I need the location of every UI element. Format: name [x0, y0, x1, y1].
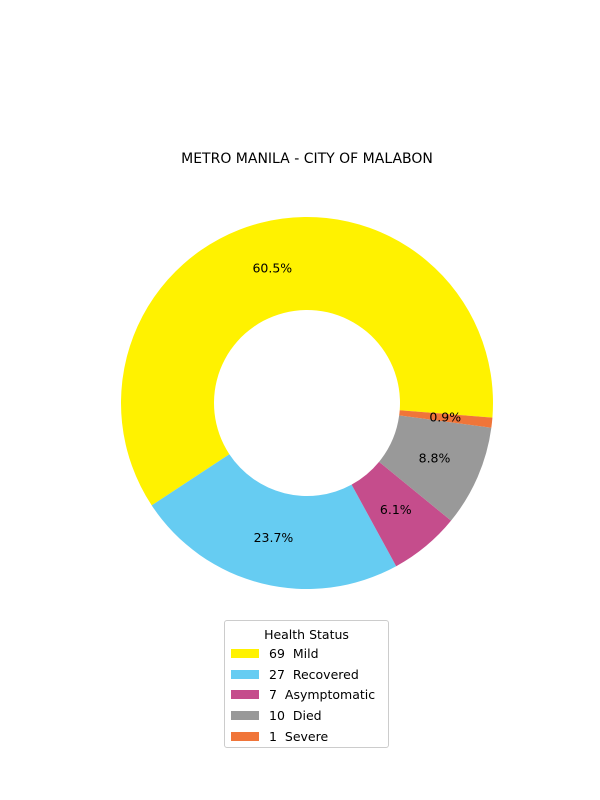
legend-swatch	[231, 711, 259, 721]
percent-labels: 60.5% 23.7% 6.1% 8.8% 0.9%	[252, 260, 461, 544]
legend-label: 69 Mild	[269, 645, 319, 661]
slice-died	[379, 415, 492, 521]
legend-title: Health Status	[264, 627, 349, 642]
legend-item-recovered: 27 Recovered	[225, 664, 388, 685]
legend-item-asymptomatic: 7 Asymptomatic	[225, 685, 388, 706]
legend-swatch	[231, 690, 259, 700]
percent-label-died: 8.8%	[419, 450, 451, 465]
legend-label: 27 Recovered	[269, 666, 359, 682]
legend-label: 10 Died	[269, 708, 322, 724]
donut-slices	[120, 217, 494, 590]
legend-item-mild: 69 Mild	[225, 643, 388, 664]
slice-severe	[399, 410, 493, 428]
slice-mild	[120, 217, 494, 506]
percent-label-recovered: 23.7%	[254, 530, 294, 545]
slice-asymptomatic	[351, 461, 452, 567]
percent-label-severe: 0.9%	[429, 410, 461, 425]
legend: Health Status 69 Mild 27 Recovered 7 Asymp…	[224, 620, 389, 748]
percent-label-asymptomatic: 6.1%	[380, 502, 412, 517]
legend-label: 1 Severe	[269, 729, 329, 745]
legend-swatch	[231, 648, 259, 658]
slice-recovered	[151, 454, 397, 590]
legend-label: 7 Asymptomatic	[269, 687, 376, 703]
legend-swatch	[231, 669, 259, 679]
legend-item-died: 10 Died	[225, 705, 388, 726]
legend-item-severe: 1 Severe	[225, 726, 388, 747]
legend-swatch	[231, 732, 259, 742]
chart-title: METRO MANILA - CITY OF MALABON	[181, 151, 433, 167]
percent-label-mild: 60.5%	[252, 260, 292, 275]
